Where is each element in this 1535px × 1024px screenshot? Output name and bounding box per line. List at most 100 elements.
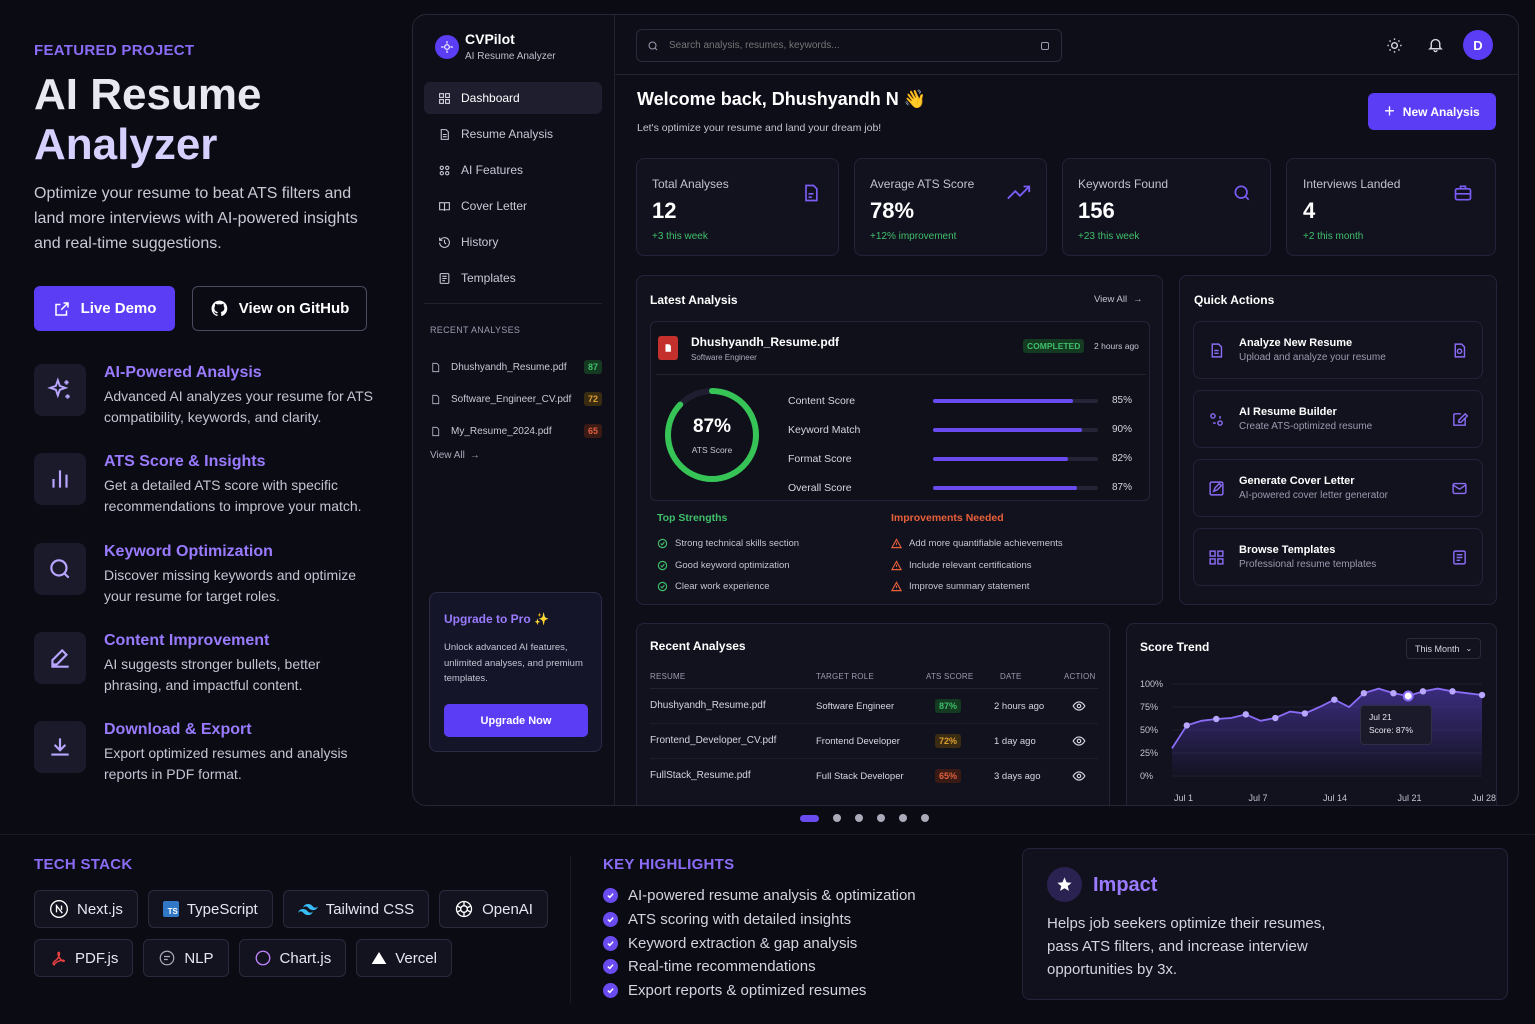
history-icon [439,236,450,248]
tailwind-icon [297,904,318,916]
sidebar-item-dashboard[interactable]: Dashboard [424,82,602,114]
user-avatar[interactable]: D [1463,30,1493,60]
live-demo-label: Live Demo [80,300,157,317]
y-tick-label: 100% [1140,679,1163,689]
recent-item[interactable]: Software_Engineer_CV.pdf 72 [430,383,602,415]
data-point[interactable] [1183,722,1190,729]
table-divider [650,688,1098,689]
view-eye-icon[interactable] [1072,735,1086,747]
range-dropdown[interactable]: This Month ⌄ [1406,638,1482,659]
tech-name: Tailwind CSS [325,900,415,918]
improvement-text: Add more quantifiable achievements [909,538,1063,550]
quick-action-templates[interactable]: Browse Templates Professional resume temp… [1193,528,1483,586]
metric-bar-fill [933,427,1082,432]
quick-action-cover-letter[interactable]: Generate Cover Letter AI-powered cover le… [1193,459,1483,517]
data-point[interactable] [1301,710,1309,717]
highlight-text: AI-powered resume analysis & optimizatio… [628,887,916,905]
search-icon [34,543,86,595]
nextjs-icon [50,900,68,918]
sidebar-item-resume-analysis[interactable]: Resume Analysis [424,118,602,150]
sidebar-item-history[interactable]: History [424,226,602,258]
carousel-dot[interactable] [833,814,841,822]
file-icon [432,394,440,404]
sidebar-item-cover-letter[interactable]: Cover Letter [424,190,602,222]
kpi-card-total-analyses: Total Analyses 12 +3 this week [636,158,839,256]
carousel-dot[interactable] [800,814,819,822]
data-point[interactable] [1419,688,1427,695]
carousel-dot[interactable] [921,814,929,822]
ats-score-ring [665,388,759,482]
feature-item: Keyword Optimization Discover missing ke… [34,543,374,632]
chevron-down-icon: ⌄ [1465,644,1473,653]
check-icon [603,935,618,951]
hero-description: Optimize your resume to beat ATS filters… [34,185,358,252]
highlighted-point[interactable] [1402,690,1414,702]
data-point[interactable] [1272,714,1279,722]
latest-view-all-link[interactable]: View All → [1094,294,1143,305]
grid-icon [439,92,450,104]
check-circle-icon [657,582,668,592]
recent-item-name: Dhushyandh_Resume.pdf [451,361,567,373]
recent-item[interactable]: Dhushyandh_Resume.pdf 87 [430,351,602,383]
view-github-button[interactable]: View on GitHub [192,286,367,331]
cell-role: Full Stack Developer [816,771,904,782]
sidebar-item-ai-features[interactable]: AI Features [424,154,602,186]
data-point[interactable] [1360,690,1368,697]
view-eye-icon[interactable] [1072,770,1086,782]
carousel-dot[interactable] [855,814,863,822]
kpi-value: 12 [652,198,677,223]
document-icon [1211,342,1223,358]
notification-bell-icon[interactable] [1427,36,1444,53]
data-point[interactable] [1242,711,1250,718]
carousel-dot[interactable] [877,814,885,822]
brand-subtitle: AI Resume Analyzer [465,51,556,62]
key-highlights-heading: KEY HIGHLIGHTS [603,856,735,873]
command-key-icon [1041,41,1049,50]
cell-score: 72% [935,734,962,748]
highlight-text: Keyword extraction & gap analysis [628,934,858,952]
book-icon [439,201,450,211]
quick-action-analyze[interactable]: Analyze New Resume Upload and analyze you… [1193,321,1483,379]
theme-toggle-sun-icon[interactable] [1386,37,1403,54]
recent-item[interactable]: My_Resume_2024.pdf 65 [430,415,602,447]
recent-item-score: 72 [583,392,602,406]
hero-title-line1: AI Resume [34,70,262,119]
sidebar-item-templates[interactable]: Templates [424,262,602,294]
upgrade-desc: Unlock advanced AI features, unlimited a… [444,642,583,684]
new-analysis-button[interactable]: + New Analysis [1368,93,1496,130]
chart-tooltip: Jul 21 Score: 87% [1360,705,1432,745]
search-input[interactable] [669,40,1029,51]
metric-value: 85% [1112,395,1133,406]
search-bar[interactable] [636,29,1062,62]
tech-name: OpenAI [482,900,533,918]
quick-action-builder[interactable]: AI Resume Builder Create ATS-optimized re… [1193,390,1483,448]
data-point[interactable] [1449,688,1456,695]
metric-value: 90% [1112,424,1133,435]
feature-desc: Discover missing keywords and optimize y… [104,567,357,604]
data-point[interactable] [1213,715,1220,723]
featured-project-eyebrow: FEATURED PROJECT [34,42,195,59]
strength-text: Clear work experience [675,581,770,593]
table-row[interactable]: Frontend_Developer_CV.pdf Frontend Devel… [650,724,1098,759]
section-divider [0,834,1535,835]
cell-resume: Frontend_Developer_CV.pdf [650,735,777,746]
view-eye-icon[interactable] [1072,700,1086,712]
column-header: RESUME [650,672,686,681]
upgrade-now-button[interactable]: Upgrade Now [444,704,588,737]
column-header: ATS SCORE [926,672,974,681]
live-demo-button[interactable]: Live Demo [34,286,175,331]
check-icon [603,959,618,975]
table-row[interactable]: Dhushyandh_Resume.pdf Software Engineer … [650,689,1098,724]
strength-text: Strong technical skills section [675,538,800,550]
data-point[interactable] [1390,690,1397,697]
y-tick-label: 75% [1140,702,1158,712]
metric-bar-fill [933,485,1077,490]
data-point[interactable] [1478,691,1486,699]
sidebar-view-all-link[interactable]: View All → [430,450,480,461]
grid-icon [1209,549,1224,565]
table-row[interactable]: FullStack_Resume.pdf Full Stack Develope… [650,759,1098,794]
highlight-item: Keyword extraction & gap analysis [603,931,916,955]
x-tick-label: Jul 1 [1174,793,1193,803]
carousel-dot[interactable] [899,814,907,822]
data-point[interactable] [1331,696,1338,703]
